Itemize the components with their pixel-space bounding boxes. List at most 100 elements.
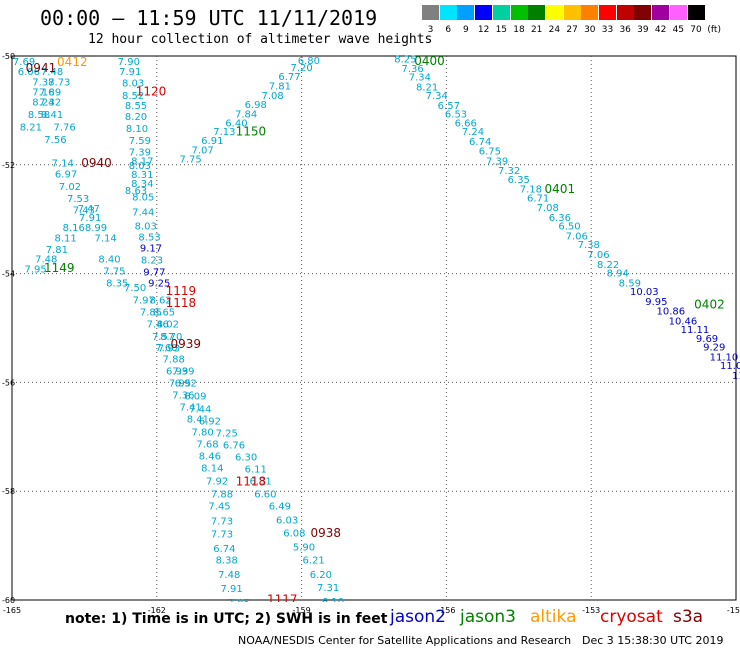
wave-height-value: 6.71 [527,193,549,204]
wave-height-value: 11.0 [720,361,740,372]
wave-height-value: 5.90 [293,543,315,554]
legend-label: 21 [530,25,543,35]
wave-height-value: 7.85 [228,598,250,609]
legend-label: 15 [495,25,508,35]
wave-height-value: 8.25 [394,55,416,66]
legend-label: 42 [654,25,667,35]
wave-height-value: 11.11 [681,325,710,336]
wave-height-value: 8.41 [187,414,209,425]
legend-swatch-45 [669,5,687,20]
wave-height-value: 7.14 [52,159,74,170]
wave-height-value: 6.36 [549,213,571,224]
legend-swatch-24 [545,5,563,20]
wave-height-value: 7.73 [48,78,70,89]
wave-height-value: 6.76 [223,440,245,451]
wave-height-value: 7.81 [269,81,291,92]
wave-height-value: 8.62 [150,296,172,307]
latitude-tick-label: -54 [2,270,15,279]
legend-label: 36 [619,25,631,35]
wave-height-value: 6.92 [175,378,197,389]
longitude-tick-label: -156 [437,606,455,615]
wave-height-value: 6.40 [225,118,247,129]
wave-height-value: 7.84 [235,110,257,121]
legend-label: 18 [513,25,525,35]
mission-label-altika: altika [530,607,577,627]
wave-height-value: 6.57 [438,101,460,112]
wave-height-value: 7.48 [41,67,63,78]
wave-height-value: 6.80 [298,56,320,67]
legend-swatch-33 [599,5,616,20]
mission-label-s3a: s3a [673,607,704,627]
wave-height-value: 7.73 [211,517,233,528]
wave-height-value: 8.21 [20,123,42,134]
wave-height-value: 7.69 [13,57,35,68]
wave-height-value: 8.99 [85,223,107,234]
wave-height-value: 8.03 [122,79,144,90]
wave-height-value: 8.38 [216,556,238,567]
longitude-tick-label: -162 [148,606,166,615]
wave-height-value: 6.08 [283,529,305,540]
wave-height-value: 7.38 [578,240,600,251]
wave-height-value: 7.16 [32,87,54,98]
wave-height-value: 8.14 [201,463,223,474]
wave-height-value: 7.02 [59,182,81,193]
wave-height-value: 7.46 [147,320,169,331]
legend-swatch-12 [475,5,493,20]
pass-time-label: 0412 [57,55,88,69]
wave-height-value: 6.66 [455,118,477,129]
legend-swatch-9 [457,5,475,20]
legend-label: 70 [690,25,702,35]
wave-height-value: 8.22 [597,260,619,271]
latitude-tick-label: -60 [2,596,15,605]
legend-swatch-15 [492,5,510,20]
latitude-tick-label: -52 [2,161,15,170]
wave-height-value: 10.86 [657,307,686,318]
wave-height-value: 7.20 [290,63,312,74]
legend-swatch-70 [687,5,705,20]
wave-height-value: 9.29 [703,342,725,353]
mission-label-jason3: jason3 [460,607,516,627]
wave-height-value: 7.43 [73,205,95,216]
wave-height-value: 7.44 [189,405,211,416]
wave-height-value: 7.97 [133,296,155,307]
wave-height-value: 8.58 [28,110,50,121]
wave-height-value: 8.34 [131,179,153,190]
footnote: note: 1) Time is in UTC; 2) SWH is in fe… [65,611,388,627]
wave-height-value: 7.81 [46,245,68,256]
wave-height-value: 7.95 [25,265,47,276]
longitude-tick-label: -159 [293,606,311,615]
wave-height-value: 8.94 [607,269,629,280]
wave-height-value: 7.59 [129,136,151,147]
wave-height-value: 7.88 [211,489,233,500]
wave-height-value: 8.35 [106,278,128,289]
wave-height-value: 7.91 [220,584,242,595]
wave-height-value: 6.97 [55,170,77,181]
wave-height-value: 6.35 [508,175,530,186]
pass-time-label: 1118 [236,474,267,488]
legend-swatch-6 [439,5,457,20]
wave-height-value: 6.74 [213,544,235,555]
wave-height-value: 6.10 [322,597,344,608]
mission-label-cryosat: cryosat [600,607,663,627]
wave-height-value: 6.99 [166,366,188,377]
wave-height-value: 6.91 [201,136,223,147]
pass-time-label: 0940 [81,156,112,170]
legend-label: 9 [463,25,469,35]
wave-height-value: 6.60 [254,489,276,500]
wave-height-value: 7.56 [44,135,66,146]
legend-swatch-27 [563,5,581,20]
wave-height-value: 8.46 [199,451,221,462]
legend-label: 30 [584,25,596,35]
wave-height-value: 7.14 [95,234,117,245]
longitude-tick-label: -153 [582,606,600,615]
wave-height-value: 8.10 [126,124,148,135]
wave-height-value: 7.88 [163,354,185,365]
wave-height-value: 8.05 [132,192,154,203]
wave-height-value: 6.98 [245,100,267,111]
wave-height-value: 7.57 [152,332,174,343]
legend-label: 12 [477,25,490,35]
wave-height-value: 8.53 [138,233,160,244]
wave-height-value: 7.44 [132,208,154,219]
wave-height-value: 7.06 [566,232,588,243]
